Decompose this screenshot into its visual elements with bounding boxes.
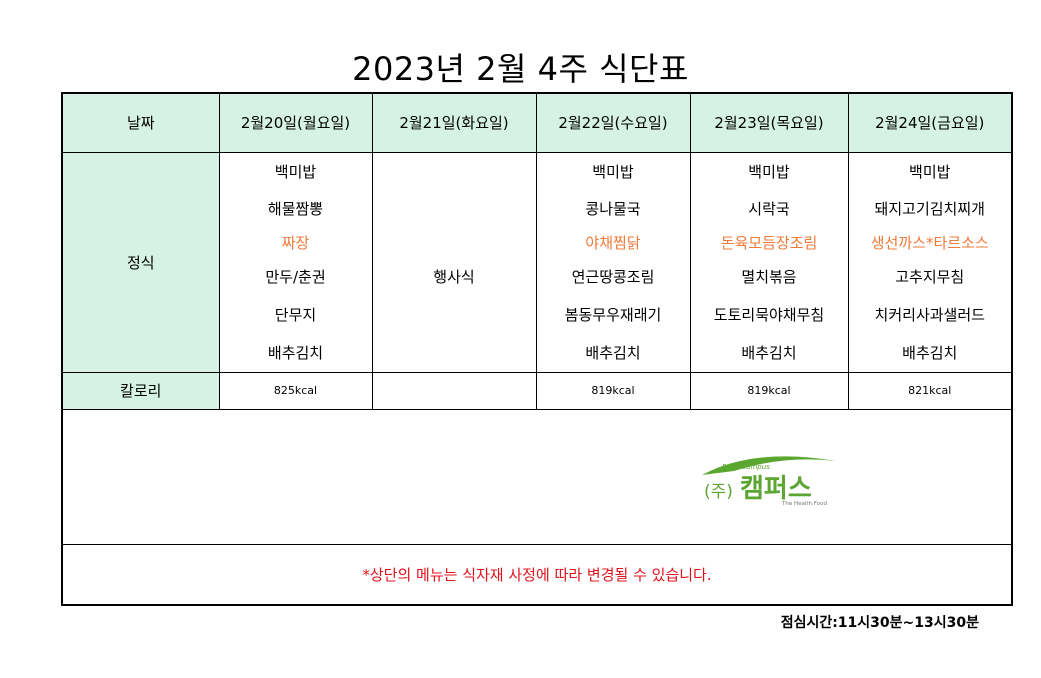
- menu-cell: [371, 333, 537, 373]
- header-row: 날짜 2월20일(월요일) 2월21일(화요일) 2월22일(수요일) 2월23…: [61, 92, 1013, 153]
- calorie-cell: 825kcal: [218, 371, 373, 410]
- header-tue: 2월21일(화요일): [371, 92, 537, 153]
- menu-cell: [371, 151, 537, 191]
- menu-cell: 백미밥: [218, 151, 373, 191]
- logo-arc-text: Food Campus: [722, 463, 770, 471]
- calorie-cell: 819kcal: [689, 371, 849, 410]
- menu-cell: 백미밥: [535, 151, 691, 191]
- header-fri: 2월24일(금요일): [847, 92, 1013, 153]
- menu-cell: 콩나물국: [535, 190, 691, 227]
- menu-cell: 봄동무우재래기: [535, 295, 691, 334]
- header-mon: 2월20일(월요일): [218, 92, 373, 153]
- header-date: 날짜: [61, 92, 220, 153]
- row-label-calorie: 칼로리: [61, 371, 220, 410]
- menu-cell: 단무지: [218, 295, 373, 334]
- menu-cell: [371, 226, 537, 259]
- menu-cell: 배추김치: [847, 333, 1013, 373]
- logo-swoosh: [702, 456, 836, 475]
- menu-row: 배추김치 배추김치 배추김치 배추김치: [62, 333, 1013, 373]
- menu-cell: 배추김치: [218, 333, 373, 373]
- menu-cell-highlight: 돈육모듬장조림: [689, 226, 849, 259]
- menu-cell: 치커리사과샐러드: [847, 295, 1013, 334]
- menu-cell-highlight: 생선까스*타르소스: [847, 226, 1013, 259]
- menu-cell: 연근땅콩조림: [535, 258, 691, 296]
- header-wed: 2월22일(수요일): [535, 92, 691, 153]
- logo-mark: (주): [704, 482, 733, 502]
- calorie-cell: 821kcal: [847, 371, 1013, 410]
- menu-cell: [371, 295, 537, 334]
- menu-cell: 배추김치: [689, 333, 849, 373]
- calorie-row: 칼로리 825kcal 819kcal 819kcal 821kcal: [61, 371, 1013, 410]
- page-title: 2023년 2월 4주 식단표: [352, 50, 689, 88]
- menu-row: 짜장 야채찜닭 돈육모듬장조림 생선까스*타르소스: [62, 226, 1013, 259]
- notice-text: *상단의 메뉴는 식자재 사정에 따라 변경될 수 있습니다.: [61, 543, 1013, 606]
- row-label-main: 정식: [61, 151, 220, 373]
- logo-area: [61, 408, 1013, 545]
- menu-cell: 시락국: [689, 190, 849, 227]
- company-logo: Food Campus (주) 캠퍼스 The Health Food: [702, 456, 836, 507]
- menu-row: 만두/춘권 행사식 연근땅콩조림 멸치볶음 고추지무침: [62, 258, 1013, 296]
- menu-cell: 해물짬뽕: [218, 190, 373, 227]
- menu-row: 해물짬뽕 콩나물국 시락국 돼지고기김치찌개: [62, 190, 1013, 227]
- menu-cell: 행사식: [371, 258, 537, 296]
- lunch-time: 점심시간:11시30분~13시30분: [780, 615, 979, 631]
- menu-cell: 고추지무침: [847, 258, 1013, 296]
- menu-cell: 배추김치: [535, 333, 691, 373]
- menu-cell: 멸치볶음: [689, 258, 849, 296]
- logo-row: [61, 408, 1013, 545]
- logo-tagline: The Health Food: [781, 501, 827, 507]
- menu-cell: 돼지고기김치찌개: [847, 190, 1013, 227]
- menu-cell: 만두/춘권: [218, 258, 373, 296]
- menu-cell: 백미밥: [847, 151, 1013, 191]
- menu-cell-highlight: 짜장: [218, 226, 373, 259]
- menu-table: 날짜 2월20일(월요일) 2월21일(화요일) 2월22일(수요일) 2월23…: [61, 92, 1013, 606]
- menu-cell: 도토리묵야채무침: [689, 295, 849, 334]
- note-row: *상단의 메뉴는 식자재 사정에 따라 변경될 수 있습니다.: [61, 543, 1013, 606]
- menu-row: 단무지 봄동무우재래기 도토리묵야채무침 치커리사과샐러드: [62, 295, 1013, 334]
- menu-cell: 백미밥: [689, 151, 849, 191]
- menu-cell-highlight: 야채찜닭: [535, 226, 691, 259]
- logo-name: 캠퍼스: [740, 474, 812, 504]
- menu-row: 정식 백미밥 백미밥 백미밥 백미밥: [61, 151, 1013, 373]
- calorie-cell: [371, 371, 537, 410]
- header-thu: 2월23일(목요일): [689, 92, 849, 153]
- menu-cell: [371, 190, 537, 227]
- calorie-cell: 819kcal: [535, 371, 691, 410]
